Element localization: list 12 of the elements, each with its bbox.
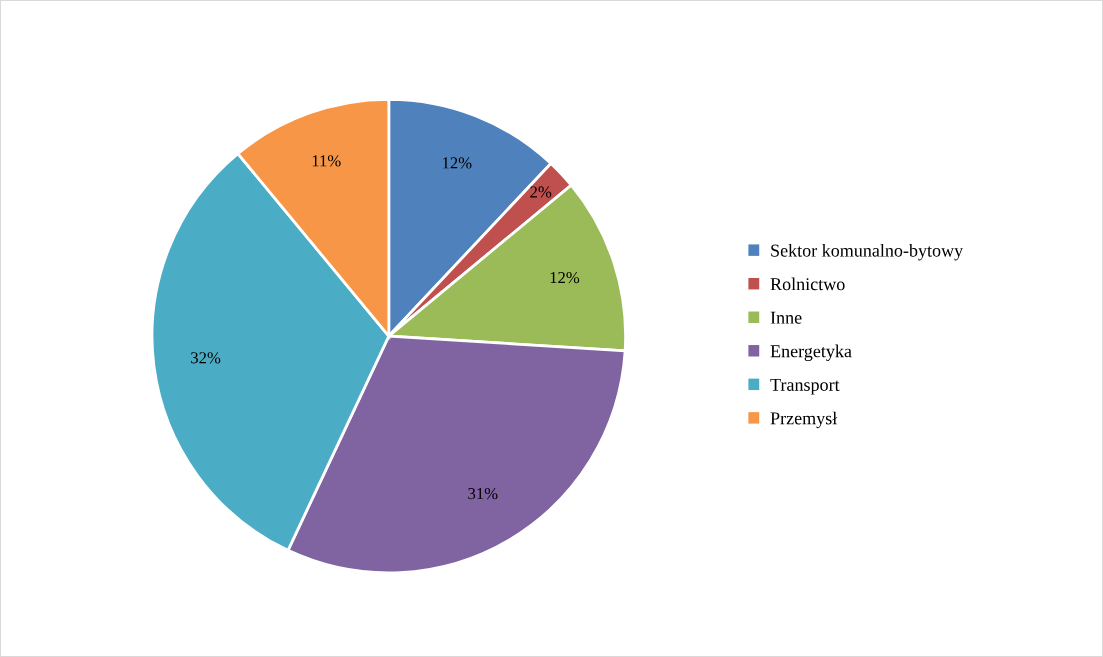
data-label: 12% [442,157,472,169]
legend-label: Rolnictwo [770,277,845,291]
legend-label: Energetyka [770,344,852,362]
data-label: 31% [468,487,498,500]
legend-label: Transport [770,378,840,395]
data-label: 11% [312,155,341,167]
data-label: 2% [530,186,552,198]
data-label: 12% [550,271,580,284]
legend-label: Przemysł [770,411,838,429]
legend-label: Inne [770,311,802,324]
legend-label: Sektor komunalno-bytowy [771,243,964,261]
data-label: 32% [191,352,221,364]
